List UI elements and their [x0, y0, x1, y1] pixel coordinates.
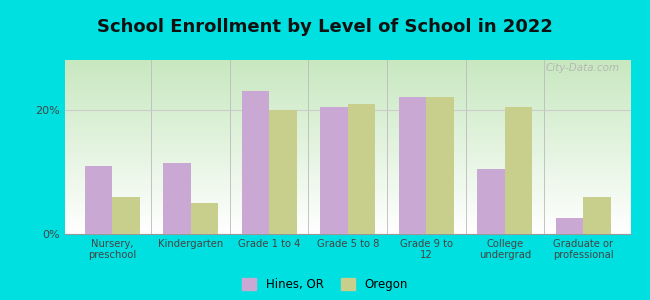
Bar — [269, 110, 296, 234]
Bar — [320, 106, 348, 234]
Text: City-Data.com: City-Data.com — [545, 64, 619, 74]
Bar — [556, 218, 584, 234]
Bar — [163, 163, 190, 234]
Bar — [399, 97, 426, 234]
Legend: Hines, OR, Oregon: Hines, OR, Oregon — [242, 278, 408, 291]
Bar — [505, 106, 532, 234]
Bar — [84, 166, 112, 234]
Text: School Enrollment by Level of School in 2022: School Enrollment by Level of School in … — [97, 18, 553, 36]
Bar — [112, 197, 140, 234]
Bar — [348, 103, 375, 234]
Bar — [584, 197, 611, 234]
Bar — [242, 91, 269, 234]
Bar — [190, 203, 218, 234]
Bar — [477, 169, 505, 234]
Bar — [426, 97, 454, 234]
